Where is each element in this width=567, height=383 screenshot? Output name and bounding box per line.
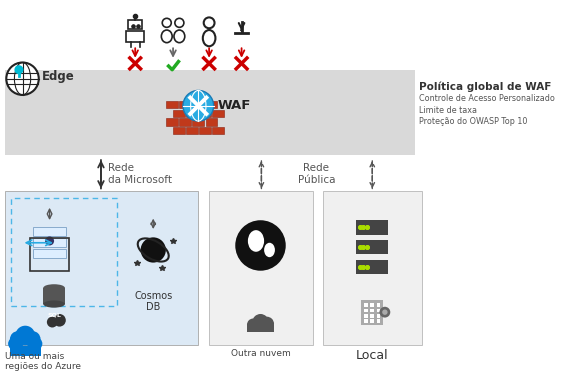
Text: Rede
Pública: Rede Pública	[298, 164, 335, 185]
Circle shape	[382, 309, 388, 315]
Bar	[356, 240, 388, 254]
Ellipse shape	[248, 230, 264, 252]
Bar	[199, 127, 211, 134]
Text: Cosmos
DB: Cosmos DB	[134, 291, 172, 312]
Bar	[10, 345, 41, 356]
Bar	[370, 309, 374, 312]
Bar	[209, 192, 313, 345]
Bar	[364, 309, 368, 312]
Bar	[5, 192, 198, 345]
Bar	[186, 127, 198, 134]
Text: Local: Local	[356, 349, 388, 362]
Bar	[173, 127, 185, 134]
Circle shape	[15, 326, 35, 345]
Bar	[370, 319, 374, 323]
Text: Limite de taxa: Limite de taxa	[419, 106, 477, 115]
Circle shape	[260, 317, 274, 331]
Bar	[33, 238, 66, 247]
Bar	[166, 118, 178, 126]
Bar	[33, 228, 66, 236]
Bar	[173, 110, 185, 117]
Ellipse shape	[43, 300, 65, 308]
Text: Outra nuvem: Outra nuvem	[231, 349, 290, 358]
Bar	[356, 260, 388, 274]
Text: WAF: WAF	[217, 99, 251, 112]
Bar	[11, 198, 117, 306]
Bar	[361, 300, 383, 325]
Bar	[370, 303, 374, 307]
Bar	[377, 314, 380, 318]
Circle shape	[235, 220, 286, 271]
Bar	[5, 70, 414, 155]
Text: Política global de WAF: Política global de WAF	[419, 82, 552, 92]
Bar	[126, 31, 144, 42]
Text: Uma ou mais
regiões do Azure: Uma ou mais regiões do Azure	[6, 352, 82, 371]
Bar	[212, 127, 224, 134]
Bar	[370, 314, 374, 318]
Bar	[205, 118, 217, 126]
Bar	[205, 101, 217, 108]
Circle shape	[10, 331, 26, 347]
Circle shape	[183, 90, 214, 121]
Circle shape	[141, 237, 166, 263]
Bar	[356, 220, 388, 235]
Bar	[192, 118, 204, 126]
Circle shape	[47, 317, 58, 327]
Circle shape	[247, 319, 260, 331]
Circle shape	[24, 331, 41, 347]
Ellipse shape	[264, 243, 275, 257]
Bar	[179, 118, 191, 126]
Bar	[199, 110, 211, 117]
Circle shape	[8, 337, 21, 350]
Bar	[186, 110, 198, 117]
Bar	[377, 319, 380, 323]
Circle shape	[379, 307, 390, 318]
Circle shape	[6, 62, 39, 95]
Bar	[212, 110, 224, 117]
Ellipse shape	[43, 284, 65, 291]
Circle shape	[252, 314, 269, 330]
Bar	[179, 101, 191, 108]
Circle shape	[45, 236, 54, 246]
Bar	[247, 325, 274, 332]
Text: SQL: SQL	[47, 313, 61, 318]
Bar	[364, 314, 368, 318]
Text: Controle de Acesso Personalizado: Controle de Acesso Personalizado	[419, 94, 555, 103]
Bar	[364, 319, 368, 323]
Text: Edge: Edge	[43, 70, 75, 83]
Circle shape	[29, 337, 43, 350]
Text: Rede
da Microsoft: Rede da Microsoft	[108, 164, 172, 185]
Polygon shape	[9, 332, 40, 345]
Bar	[323, 192, 422, 345]
Bar	[192, 101, 204, 108]
Circle shape	[53, 314, 66, 327]
Bar	[166, 101, 178, 108]
Bar	[364, 303, 368, 307]
Bar	[29, 238, 69, 271]
Bar	[377, 303, 380, 307]
Bar	[33, 249, 66, 258]
Bar	[128, 20, 142, 29]
Bar	[43, 288, 65, 304]
Bar	[377, 309, 380, 312]
Text: Proteção do OWASP Top 10: Proteção do OWASP Top 10	[419, 118, 527, 126]
Circle shape	[14, 65, 23, 74]
